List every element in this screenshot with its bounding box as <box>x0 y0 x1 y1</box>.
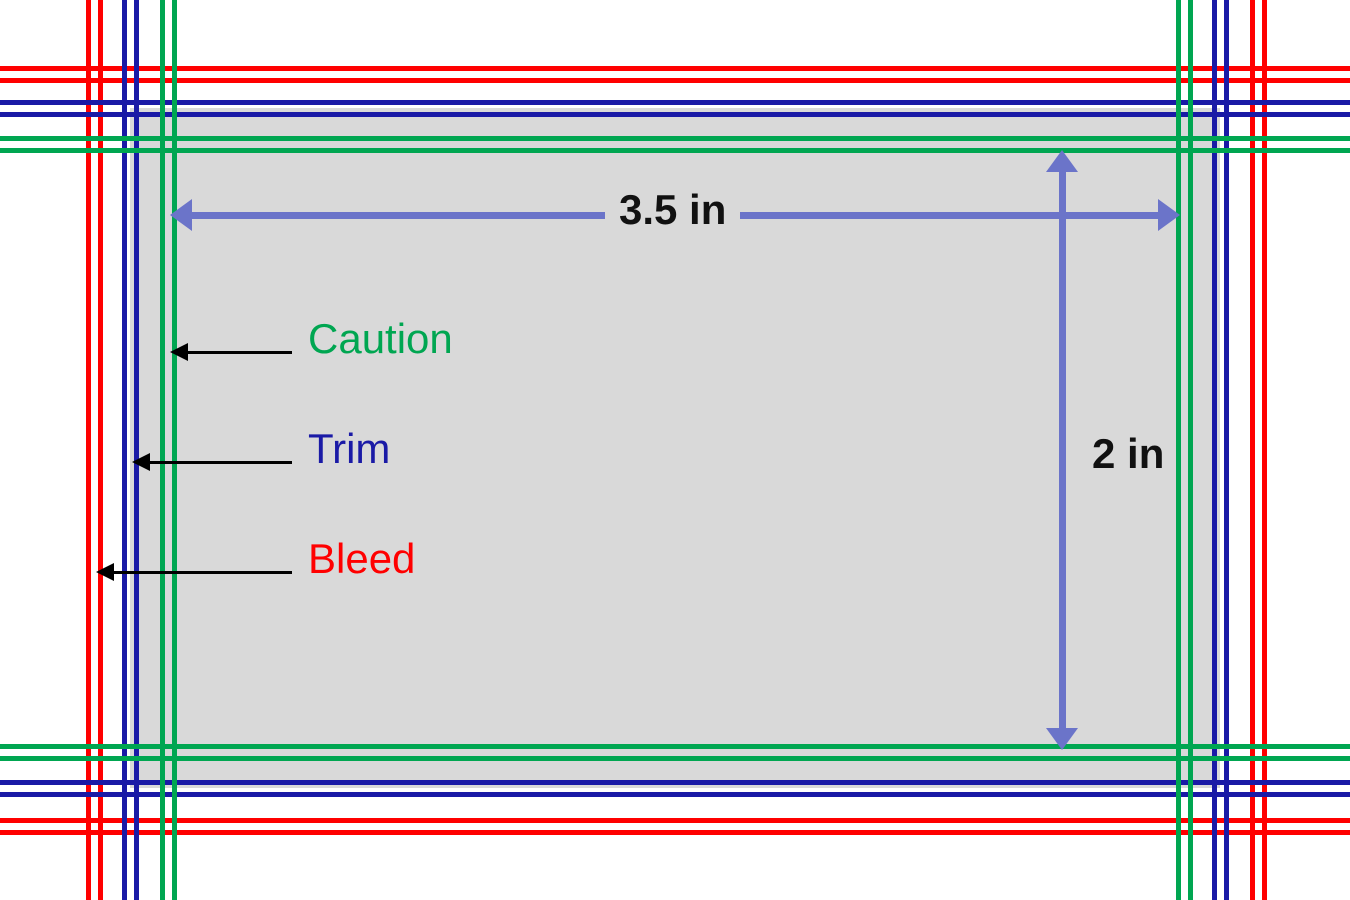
caution-callout-arrow <box>170 343 294 361</box>
height-dimension-bar <box>1059 166 1066 734</box>
trim-callout: Trim <box>132 438 390 486</box>
bleed-callout: Bleed <box>96 548 415 596</box>
width-dimension-arrow-left <box>170 199 192 231</box>
height-dimension-arrow-bottom <box>1046 728 1078 750</box>
diagram-stage: 3.5 in 2 in Caution Trim Bleed <box>0 0 1350 900</box>
height-dimension-arrow-top <box>1046 150 1078 172</box>
caution-callout: Caution <box>170 328 453 376</box>
trim-callout-arrow <box>132 453 294 471</box>
width-dimension-label: 3.5 in <box>605 186 740 234</box>
caution-callout-label: Caution <box>308 315 453 363</box>
bleed-callout-label: Bleed <box>308 535 415 583</box>
trim-callout-label: Trim <box>308 425 390 473</box>
width-dimension-arrow-right <box>1158 199 1180 231</box>
arrow-shaft <box>186 351 292 354</box>
height-dimension-label: 2 in <box>1092 430 1164 478</box>
arrow-shaft <box>112 571 292 574</box>
arrow-shaft <box>148 461 292 464</box>
bleed-callout-arrow <box>96 563 294 581</box>
